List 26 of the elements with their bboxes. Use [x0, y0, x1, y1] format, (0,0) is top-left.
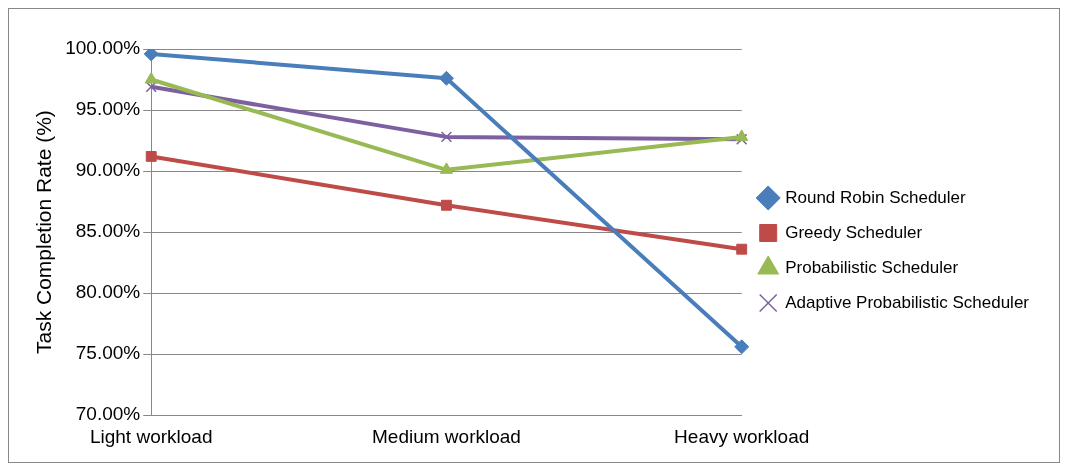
y-tick-label: 95.00% [75, 98, 141, 120]
legend-label: Greedy Scheduler [785, 222, 923, 242]
point [734, 339, 750, 355]
y-axis-title: Task Completion Rate (%) [32, 110, 56, 355]
y-tick-label: 90.00% [75, 159, 141, 181]
point [145, 150, 157, 162]
x-tick-label: Heavy workload [674, 425, 810, 447]
legend-label: Probabilistic Scheduler [785, 257, 959, 277]
point [736, 243, 748, 255]
y-tick-label: 70.00% [75, 403, 141, 425]
y-tick-label: 85.00% [75, 220, 141, 242]
point [143, 49, 159, 62]
point [438, 70, 454, 86]
legend-label: Round Robin Scheduler [785, 187, 967, 207]
point [144, 72, 158, 84]
legend-label: Adaptive Probabilistic Scheduler [785, 292, 1030, 312]
point [440, 131, 453, 143]
point [441, 199, 452, 211]
x-tick-label: Light workload [89, 425, 213, 447]
point [736, 133, 748, 146]
y-tick-label: 80.00% [75, 281, 141, 303]
y-tick-label: 75.00% [75, 342, 141, 364]
x-tick-label: Medium workload [372, 425, 521, 447]
point [735, 129, 749, 141]
y-tick-label: 100.00% [65, 37, 141, 59]
point [439, 162, 454, 174]
